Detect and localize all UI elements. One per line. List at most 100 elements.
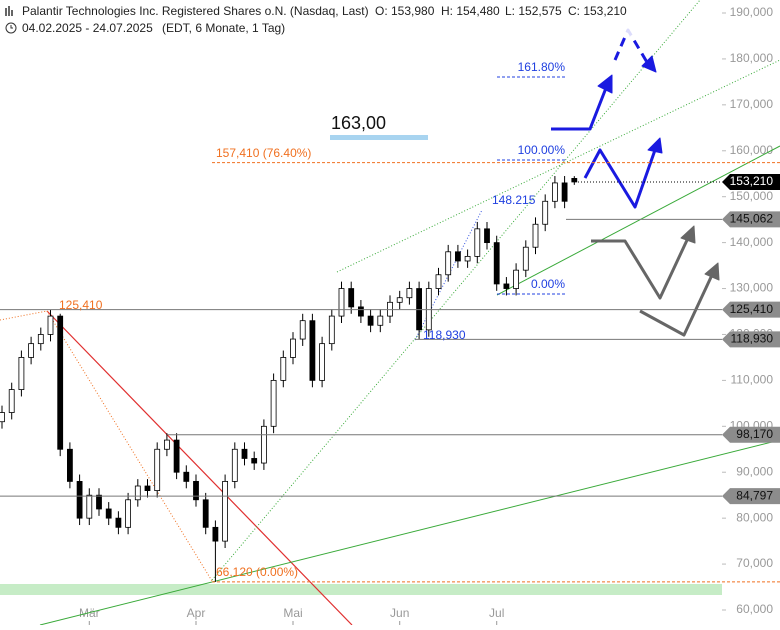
candle-body [280,357,287,381]
candle-body [115,517,122,528]
price-box [722,426,780,443]
trendline [211,0,701,581]
candle-body [105,508,112,519]
annotation: 163,00 [331,113,386,133]
trendline [336,59,780,273]
support-zone [0,584,722,595]
candle-body [183,471,190,482]
trendline [46,310,353,626]
trendline [46,310,213,582]
candle-body [57,315,64,450]
y-tick-label: 70,000 [736,556,773,570]
scenario-arrows [551,28,720,337]
candle-body [222,481,229,542]
candles [0,176,578,582]
x-tick-label: Jul [489,606,504,620]
candle-body [484,228,490,244]
candle-body [193,481,199,501]
candle-body [464,255,471,262]
candle-body [8,389,15,413]
candle-body [319,343,326,381]
candle-body [357,306,364,317]
price-box-label: 153,210 [730,174,774,188]
price-box-label: 84,797 [736,488,773,502]
candle-body [435,274,442,289]
candle-body [396,297,403,303]
candle-body [561,182,568,202]
arrow [551,87,608,131]
candle-body [18,357,25,390]
arrow [583,148,657,209]
y-tick-label: 80,000 [736,510,773,524]
candle-body [125,499,131,528]
annotation: 148.215 [492,193,536,207]
candle-body [202,499,209,528]
y-tick-label: 110,000 [731,373,774,387]
quote-high: H: 154,480 [441,4,500,18]
candle-body [493,242,500,285]
price-box-label: 145,062 [730,212,774,226]
y-tick-label: 130,000 [730,281,774,295]
candle-body [28,343,35,358]
candle-body [270,379,277,427]
y-tick-label: 90,000 [736,464,773,478]
price-box-label: 125,410 [730,302,774,316]
candle-body [474,228,481,257]
arrowhead [597,74,613,94]
x-tick-label: Apr [187,606,206,620]
price-box [722,488,780,505]
y-tick-label: 150,000 [730,189,774,203]
y-tick-label: 170,000 [730,97,774,111]
clock-hand [10,25,13,29]
candle-body [367,315,374,326]
candle-body [144,485,151,491]
candle-body [212,526,219,542]
candle-body [163,439,170,450]
quote-close: C: 153,210 [568,4,627,18]
candle-body [377,315,384,326]
candle-body [328,315,335,345]
candle-body [454,251,461,262]
x-tick-label: Mai [283,606,302,620]
fib-level-label: 0.00% [531,277,565,291]
candle-body [47,315,54,335]
candle-body [522,246,529,271]
candle-body [241,448,248,459]
price-box [722,331,780,348]
arrow [639,274,714,337]
candle-body [571,178,578,183]
price-box-label: 98,170 [736,427,773,441]
candle-body [309,320,316,381]
fib-level-label: 66,120 (0.00%) [216,565,298,579]
target-bar [330,135,428,140]
candle-body [513,269,519,289]
annotation: 125,410 [59,298,103,312]
candle-body [0,412,5,423]
candle-body [96,494,102,510]
candle-body [37,334,44,345]
chart-icon [5,6,13,16]
trendline [39,439,780,626]
fib-level-label: 161.80% [518,60,566,74]
arrowhead [704,262,720,281]
candle-body [67,448,73,482]
candle-body [251,458,258,464]
overlay: 145,062 125,410 118,930 98,170 84,797 153,210… [0,60,780,583]
y-tick-label: 190,000 [730,5,774,19]
candle-body [552,182,558,202]
candle-body [260,425,267,464]
candle-body [173,439,180,473]
price-box [722,211,780,228]
price-box-label: 118,930 [731,332,774,346]
header: Palantir Technologies Inc. Registered Sh… [0,0,640,36]
y-tick-label: 180,000 [730,51,774,65]
x-tick-label: Jun [390,606,409,620]
arrowhead [641,55,657,73]
candle-body [406,288,413,299]
quote-low: L: 152,575 [505,4,562,18]
quote-open: O: 153,980 [375,4,435,18]
candle-body [290,338,296,358]
price-box [722,301,780,318]
